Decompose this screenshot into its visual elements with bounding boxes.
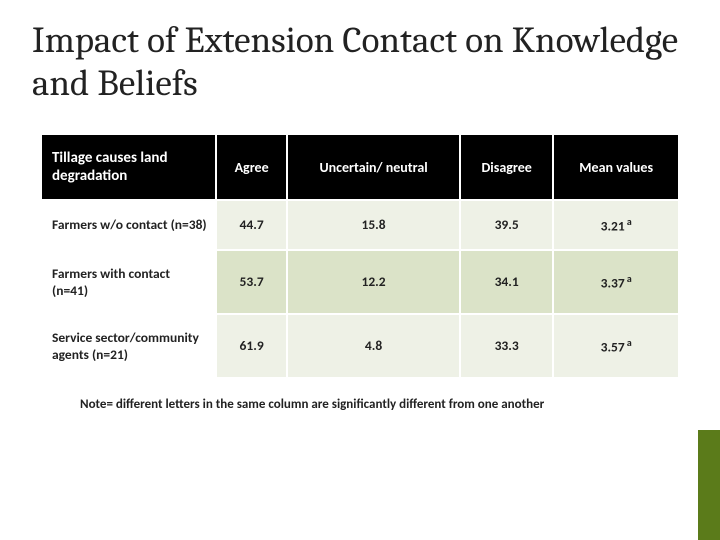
data-table: Tillage causes land degradation Agree Un… xyxy=(40,133,680,379)
table-row: Farmers with contact (n=41) 53.7 12.2 34… xyxy=(41,250,679,314)
mean-sup: a xyxy=(627,272,632,285)
col-uncertain: Uncertain/ neutral xyxy=(287,134,460,200)
col-agree: Agree xyxy=(216,134,287,200)
table-footnote: Note= different letters in the same colu… xyxy=(30,397,690,412)
col-mean: Mean values xyxy=(553,134,679,200)
table-row: Farmers w/o contact (n=38) 44.7 15.8 39.… xyxy=(41,200,679,250)
row-label: Service sector/community agents (n=21) xyxy=(41,314,216,378)
row-label: Farmers with contact (n=41) xyxy=(41,250,216,314)
cell-disagree: 33.3 xyxy=(460,314,553,378)
cell-disagree: 34.1 xyxy=(460,250,553,314)
table-row: Service sector/community agents (n=21) 6… xyxy=(41,314,679,378)
cell-uncertain: 4.8 xyxy=(287,314,460,378)
mean-sup: a xyxy=(627,336,632,349)
mean-value: 3.37 xyxy=(601,274,625,291)
cell-mean: 3.21a xyxy=(553,200,679,250)
cell-agree: 61.9 xyxy=(216,314,287,378)
mean-sup: a xyxy=(627,215,632,228)
col-disagree: Disagree xyxy=(460,134,553,200)
cell-uncertain: 12.2 xyxy=(287,250,460,314)
cell-mean: 3.57a xyxy=(553,314,679,378)
mean-value: 3.21 xyxy=(601,218,625,235)
cell-agree: 53.7 xyxy=(216,250,287,314)
cell-disagree: 39.5 xyxy=(460,200,553,250)
table-row-header-label: Tillage causes land degradation xyxy=(41,134,216,200)
row-label: Farmers w/o contact (n=38) xyxy=(41,200,216,250)
cell-mean: 3.37a xyxy=(553,250,679,314)
cell-agree: 44.7 xyxy=(216,200,287,250)
mean-value: 3.57 xyxy=(601,338,625,355)
table-header-row: Tillage causes land degradation Agree Un… xyxy=(41,134,679,200)
cell-uncertain: 15.8 xyxy=(287,200,460,250)
page-title: Impact of Extension Contact on Knowledge… xyxy=(30,20,690,105)
slide-accent-bar xyxy=(698,430,720,540)
data-table-wrapper: Tillage causes land degradation Agree Un… xyxy=(40,133,680,379)
